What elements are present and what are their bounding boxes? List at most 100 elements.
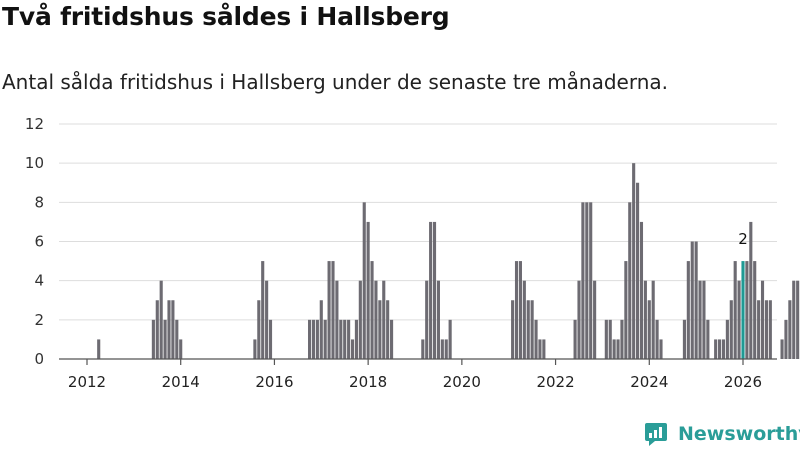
bar	[386, 300, 390, 359]
bar	[718, 339, 722, 359]
bar	[511, 300, 515, 359]
newsworthy-logo-icon	[645, 423, 667, 446]
bar	[729, 300, 733, 359]
bar	[315, 319, 319, 359]
bar	[788, 300, 792, 359]
bar	[175, 319, 179, 359]
bar	[339, 319, 343, 359]
bar	[659, 339, 663, 359]
bar	[737, 280, 741, 359]
bar	[530, 300, 534, 359]
bar	[327, 261, 331, 359]
x-tick-label: 2020	[443, 373, 481, 391]
y-tick-label: 10	[25, 154, 44, 172]
bar	[323, 319, 327, 359]
bar	[526, 300, 530, 359]
bar	[261, 261, 265, 359]
bar	[534, 319, 538, 359]
bar	[163, 319, 167, 359]
bar	[382, 280, 386, 359]
bar	[792, 280, 796, 359]
bar	[347, 319, 351, 359]
bar	[620, 319, 624, 359]
y-tick-label: 12	[25, 115, 44, 133]
bar	[577, 280, 581, 359]
x-tick-label: 2012	[68, 373, 106, 391]
x-tick-label: 2026	[724, 373, 762, 391]
bar	[343, 319, 347, 359]
bar	[608, 319, 612, 359]
bar	[624, 261, 628, 359]
bar	[374, 280, 378, 359]
bar	[796, 280, 800, 359]
bar	[436, 280, 440, 359]
bar	[159, 280, 163, 359]
bar	[421, 339, 425, 359]
bar	[612, 339, 616, 359]
bar	[721, 339, 726, 359]
bar	[97, 339, 101, 359]
bar	[179, 339, 183, 359]
bar	[440, 339, 444, 359]
bar	[167, 300, 171, 359]
bar	[760, 280, 765, 359]
bar	[690, 241, 694, 359]
bar	[311, 319, 316, 359]
bar	[745, 261, 749, 359]
chart-subtitle: Antal sålda fritidshus i Hallsberg under…	[2, 70, 669, 94]
bar	[655, 319, 659, 359]
bar	[686, 261, 690, 359]
bar	[319, 300, 323, 359]
bar	[448, 319, 452, 359]
chart-title: Två fritidshus såldes i Hallsberg	[2, 2, 450, 31]
bar	[268, 319, 273, 359]
bar	[444, 339, 448, 359]
bar	[702, 280, 706, 359]
bar	[585, 202, 589, 359]
bar	[749, 221, 753, 359]
bar	[636, 182, 640, 359]
bar	[581, 202, 585, 359]
bar	[639, 221, 644, 359]
bar	[784, 319, 788, 359]
bar	[151, 319, 155, 359]
brand: Newsworthy	[643, 420, 800, 448]
bar	[593, 280, 597, 359]
bar	[628, 202, 632, 359]
bar	[518, 261, 522, 359]
bar	[694, 241, 698, 359]
bar	[354, 319, 358, 359]
y-tick-label: 4	[34, 272, 44, 290]
bar	[733, 261, 737, 359]
x-tick-label: 2018	[349, 373, 387, 391]
bar	[542, 339, 546, 359]
x-tick-label: 2014	[162, 373, 200, 391]
bar	[714, 339, 718, 359]
bar	[632, 163, 636, 359]
bar	[768, 300, 772, 359]
bar	[253, 339, 257, 359]
x-tick-label: 2024	[630, 373, 668, 391]
bar	[573, 319, 577, 359]
bar	[378, 300, 382, 359]
bar	[308, 319, 312, 359]
data-label: 2	[738, 230, 748, 248]
bar	[425, 280, 429, 359]
bar	[538, 339, 542, 359]
bar	[362, 202, 366, 359]
bar	[522, 280, 526, 359]
bar	[429, 221, 433, 359]
bar	[753, 261, 757, 359]
bar	[335, 280, 339, 359]
bar	[514, 261, 519, 359]
bar	[358, 280, 362, 359]
bar	[350, 339, 355, 359]
y-tick-label: 2	[34, 311, 44, 329]
bar	[257, 300, 261, 359]
bar	[698, 280, 702, 359]
bar-highlight	[741, 261, 745, 359]
bar	[155, 300, 159, 359]
bar	[331, 261, 335, 359]
bar	[370, 261, 374, 359]
y-tick-label: 6	[34, 233, 44, 251]
